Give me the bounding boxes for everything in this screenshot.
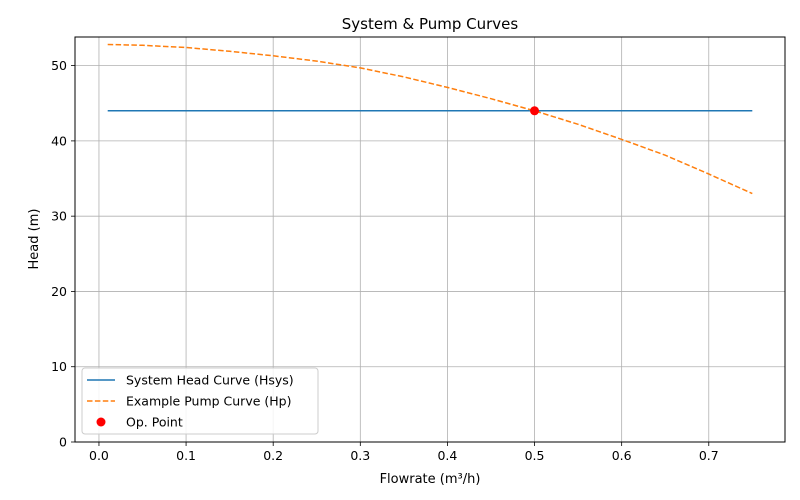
legend-box bbox=[81, 367, 319, 435]
grid bbox=[75, 37, 785, 443]
x-tick-label: 0.7 bbox=[699, 448, 719, 463]
y-axis: 0 10 20 30 40 50 bbox=[51, 58, 75, 450]
x-tick-label: 0.3 bbox=[350, 448, 370, 463]
x-tick-label: 0.0 bbox=[89, 448, 109, 463]
chart-title: System & Pump Curves bbox=[342, 15, 519, 33]
x-axis: 0.0 0.1 0.2 0.3 0.4 0.5 0.6 0.7 bbox=[89, 442, 719, 463]
x-tick-label: 0.1 bbox=[176, 448, 196, 463]
legend-label: Example Pump Curve (Hp) bbox=[126, 394, 291, 409]
x-tick-label: 0.4 bbox=[437, 448, 457, 463]
op-point-marker bbox=[530, 106, 540, 116]
legend-label: System Head Curve (Hsys) bbox=[126, 373, 294, 388]
x-tick-label: 0.5 bbox=[525, 448, 545, 463]
plot-area bbox=[107, 43, 753, 195]
y-axis-label: Head (m) bbox=[27, 209, 42, 270]
x-tick-label: 0.2 bbox=[263, 448, 283, 463]
x-tick-label: 0.6 bbox=[612, 448, 632, 463]
x-axis-label: Flowrate (m³/h) bbox=[380, 472, 481, 487]
example-pump-curve-hp-line bbox=[107, 43, 753, 195]
y-tick-label: 50 bbox=[51, 58, 67, 73]
legend: System Head Curve (Hsys) Example Pump Cur… bbox=[81, 367, 319, 435]
y-tick-label: 40 bbox=[51, 133, 67, 148]
plot-frame bbox=[74, 36, 786, 443]
y-tick-label: 10 bbox=[51, 359, 67, 374]
y-tick-label: 0 bbox=[59, 435, 67, 450]
y-tick-label: 30 bbox=[51, 209, 67, 224]
legend-label: Op. Point bbox=[126, 415, 183, 430]
y-tick-label: 20 bbox=[51, 284, 67, 299]
legend-swatch bbox=[96, 417, 106, 427]
